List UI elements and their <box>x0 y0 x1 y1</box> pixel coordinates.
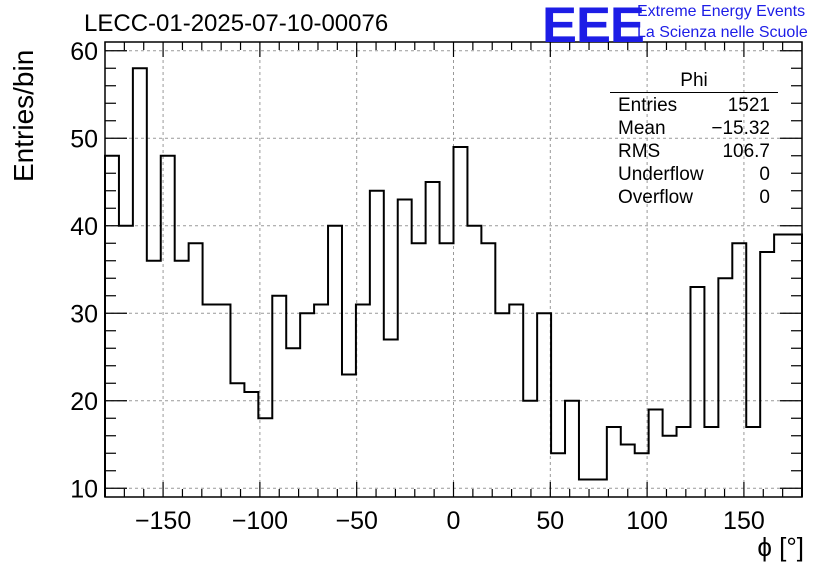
x-tick-label: 0 <box>447 507 461 535</box>
x-tick-label: −150 <box>135 507 191 535</box>
histogram-bin <box>412 243 426 497</box>
histogram-bin <box>342 375 356 498</box>
x-tick-label: 100 <box>626 507 668 535</box>
y-tick-label: 60 <box>70 38 98 66</box>
tick-labels-layer: −150 −100 −50 0 50 100 150 10 20 30 40 50 60 <box>70 38 765 535</box>
histogram-bin <box>454 147 468 497</box>
x-tick-label: 150 <box>723 507 765 535</box>
histogram-bin <box>760 252 774 497</box>
stats-row-rms: RMS 106.7 <box>610 140 778 163</box>
histogram-bin <box>161 156 175 497</box>
histogram-bin <box>704 427 718 497</box>
stats-value: 106.7 <box>722 141 770 162</box>
histogram-bin <box>286 348 300 497</box>
stats-value: 1521 <box>727 95 770 116</box>
histogram-bin <box>579 480 593 498</box>
histogram-bin <box>565 401 579 497</box>
histogram-bin <box>537 313 551 497</box>
histogram-bin <box>774 235 788 498</box>
histogram-bin <box>328 226 342 497</box>
stats-row-mean: Mean −15.32 <box>610 117 778 140</box>
histogram-bin <box>481 243 495 497</box>
histogram-bin <box>495 313 509 497</box>
histogram-bin <box>732 243 746 497</box>
histogram-outline <box>104 67 803 497</box>
stats-label: Mean <box>618 118 666 139</box>
y-tick-label: 40 <box>70 213 98 241</box>
histogram-bin <box>300 313 314 497</box>
histogram-bin <box>551 453 565 497</box>
histogram-bin <box>690 287 704 497</box>
histogram-bin <box>147 261 161 497</box>
histogram-bin <box>370 191 384 497</box>
x-axis-label: ϕ [°] <box>757 532 804 562</box>
histogram-bin <box>133 68 147 497</box>
histogram-bin <box>314 305 328 498</box>
histogram-bin <box>718 278 732 497</box>
stats-value: 0 <box>759 187 770 208</box>
histogram-bin <box>203 305 217 498</box>
histogram-bin <box>677 427 691 497</box>
stats-row-entries: Entries 1521 <box>610 94 778 117</box>
histogram-bin <box>189 243 203 497</box>
stats-row-overflow: Overflow 0 <box>610 186 778 209</box>
logo-line-2: La Scienza nelle Scuole <box>637 24 808 41</box>
stats-box: Phi Entries 1521 Mean −15.32 RMS 106.7 U… <box>610 70 778 209</box>
logo-line-1: Extreme Energy Events <box>637 3 806 20</box>
histogram-bin <box>244 392 258 497</box>
histogram-bin <box>663 436 677 497</box>
histogram-bin <box>467 226 481 497</box>
histogram-bin <box>746 427 760 497</box>
histogram-bin <box>272 296 286 497</box>
stats-row-underflow: Underflow 0 <box>610 163 778 186</box>
histogram-bin <box>523 401 537 497</box>
histogram-bin <box>230 383 244 497</box>
histogram-bin <box>440 243 454 497</box>
histogram-bin <box>119 226 133 497</box>
histogram-bin <box>649 410 663 498</box>
histogram-bin <box>398 200 412 498</box>
histogram-bin <box>175 261 189 497</box>
histogram-bin <box>426 182 440 497</box>
histogram-bin <box>593 480 607 498</box>
stats-value: 0 <box>759 164 770 185</box>
histogram-bin <box>105 156 119 497</box>
stats-label: RMS <box>618 141 661 162</box>
y-axis-label: Entries/bin <box>8 49 39 182</box>
histogram-bin <box>217 305 231 498</box>
x-tick-label: −50 <box>335 507 377 535</box>
chart-title: LECC-01-2025-07-10-00076 <box>84 10 389 37</box>
histogram-layer <box>104 67 803 498</box>
stats-title: Phi <box>610 70 778 93</box>
histogram-bin <box>509 305 523 498</box>
x-tick-label: −100 <box>232 507 288 535</box>
histogram-bin <box>607 427 621 497</box>
y-tick-label: 30 <box>70 300 98 328</box>
y-tick-label: 50 <box>70 125 98 153</box>
eee-logo: EEE <box>542 0 645 53</box>
stats-label: Underflow <box>618 164 704 185</box>
stats-label: Entries <box>618 95 678 116</box>
histogram-bin <box>384 340 398 498</box>
stats-label: Overflow <box>618 187 693 208</box>
ticks-layer <box>104 42 803 497</box>
y-tick-label: 20 <box>70 388 98 416</box>
stats-value: −15.32 <box>711 118 770 139</box>
y-tick-label: 10 <box>70 475 98 503</box>
histogram-bin <box>356 305 370 498</box>
x-tick-label: 50 <box>536 507 564 535</box>
